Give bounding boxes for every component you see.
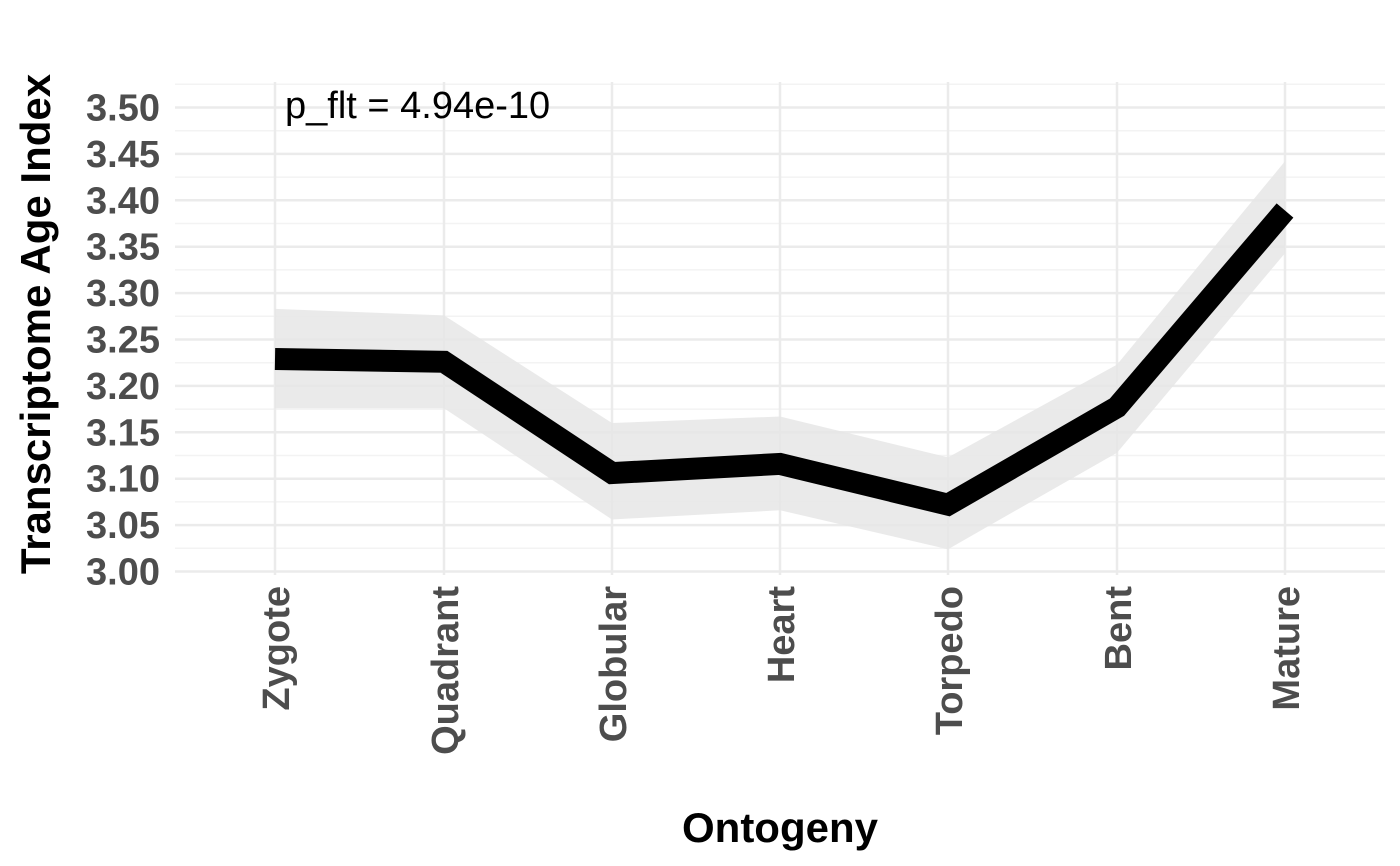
x-tick-label-zygote: Zygote: [256, 586, 298, 711]
y-tick-label: 3.35: [86, 227, 160, 269]
y-tick-label: 3.50: [86, 88, 160, 130]
x-tick-label-globular: Globular: [593, 586, 635, 742]
x-tick-label-quadrant: Quadrant: [425, 586, 467, 755]
x-tick-labels: Zygote Quadrant Globular Heart Torpedo Bent Ma…: [256, 586, 1308, 755]
y-tick-labels: 3.00 3.053.10 3.153.203.25 3.303.35 3.403.45…: [86, 88, 160, 594]
y-tick-label: 3.10: [86, 459, 160, 501]
x-tick-label-bent: Bent: [1098, 586, 1140, 671]
x-tick-label-heart: Heart: [761, 586, 803, 683]
x-axis-title: Ontogeny: [682, 804, 879, 851]
y-tick-label: 3.30: [86, 273, 160, 315]
y-tick-label: 3.40: [86, 180, 160, 222]
x-tick-label-torpedo: Torpedo: [929, 586, 971, 735]
series-line: [274, 203, 1294, 517]
y-tick-label: 3.45: [86, 134, 160, 176]
y-tick-label: 3.00: [86, 552, 160, 594]
y-tick-label: 3.20: [86, 366, 160, 408]
y-tick-label: 3.15: [86, 412, 160, 454]
y-axis-title: Transcriptome Age Index: [12, 73, 59, 574]
x-tick-label-mature: Mature: [1266, 586, 1308, 711]
y-tick-label: 3.25: [86, 320, 160, 362]
p-value-annotation: p_flt = 4.94e-10: [285, 85, 550, 127]
y-tick-label: 3.05: [86, 505, 160, 547]
